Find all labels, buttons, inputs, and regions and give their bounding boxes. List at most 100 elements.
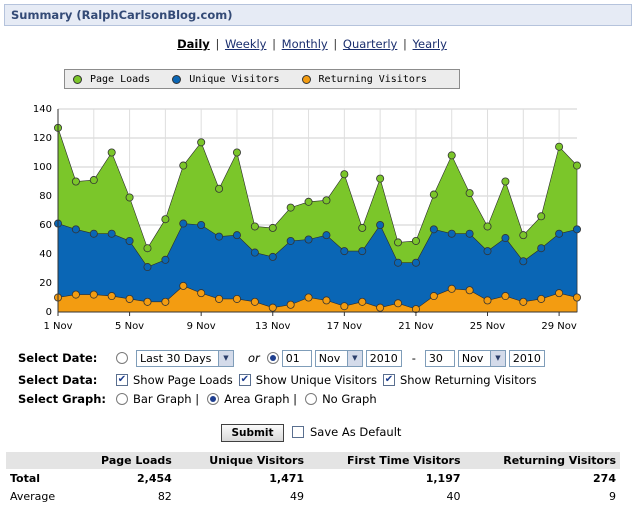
cell-returning-visitors: 274 <box>593 471 616 485</box>
x-tick-label: 29 Nov <box>541 321 577 332</box>
select-graph-row: Select Graph: Bar Graph | Area Graph | N… <box>18 390 385 408</box>
show-page-loads-checkbox[interactable]: ✔ <box>116 374 128 386</box>
data-point <box>71 225 80 234</box>
data-point <box>429 292 438 301</box>
show-returning-visitors-checkbox[interactable]: ✔ <box>382 374 395 386</box>
custom-date-radio[interactable] <box>266 352 279 364</box>
cell-first-time-visitors: 40 <box>446 489 461 503</box>
data-point <box>89 290 98 299</box>
legend-item-page-loads: Page Loads <box>73 74 150 85</box>
data-point <box>125 294 134 303</box>
to-month-value: Nov <box>461 351 484 365</box>
to-year-input[interactable]: 2010 <box>508 349 545 367</box>
select-date-label: Select Date: <box>18 351 98 365</box>
data-point <box>322 231 331 240</box>
data-point <box>125 193 134 202</box>
y-tick-label: 60 <box>39 220 52 231</box>
data-point <box>501 177 510 186</box>
legend-label: Returning Visitors <box>318 73 427 85</box>
data-point <box>304 197 313 206</box>
data-point <box>286 203 295 212</box>
bar-graph-radio[interactable] <box>116 393 128 405</box>
legend-dot-icon <box>73 74 82 84</box>
x-tick-label: 13 Nov <box>255 321 291 332</box>
save-as-default-checkbox[interactable] <box>292 426 304 438</box>
data-point <box>215 294 224 303</box>
data-point <box>107 292 116 301</box>
cell-unique-visitors: 49 <box>290 489 305 503</box>
cell-returning-visitors: 9 <box>609 489 616 503</box>
data-point <box>322 196 331 205</box>
column-header <box>6 452 75 469</box>
y-tick-label: 0 <box>46 307 52 318</box>
separator: | <box>215 37 220 51</box>
show-page-loads-label: Show Page Loads <box>133 373 233 387</box>
data-point <box>447 151 456 160</box>
data-point <box>376 221 385 230</box>
data-point <box>376 303 385 312</box>
legend-item-unique-visitors: Unique Visitors <box>172 73 280 85</box>
data-point <box>268 303 277 312</box>
data-point <box>71 177 80 186</box>
no-graph-radio[interactable] <box>305 393 318 405</box>
select-data-label: Select Data: <box>18 373 98 387</box>
period-monthly-link[interactable]: Monthly <box>281 37 328 51</box>
to-day-input[interactable]: 30 <box>424 349 455 367</box>
submit-button[interactable]: Submit <box>221 424 284 442</box>
column-header: Unique Visitors <box>175 452 309 469</box>
range-radio[interactable] <box>116 352 128 364</box>
period-nav: Daily | Weekly | Monthly | Quarterly | Y… <box>0 37 624 51</box>
period-weekly-link[interactable]: Weekly <box>224 37 267 51</box>
save-as-default-label: Save As Default <box>310 425 402 439</box>
legend-dot-icon <box>172 74 182 84</box>
from-year-input[interactable]: 2010 <box>365 349 402 367</box>
stats-header-row: Page Loads Unique Visitors First Time Vi… <box>6 452 620 469</box>
data-point <box>286 300 295 309</box>
data-point <box>232 148 241 157</box>
range-select[interactable]: Last 30 Days ▼ <box>136 349 234 367</box>
legend-label: Unique Visitors <box>189 73 280 85</box>
range-select-value: Last 30 Days <box>140 351 212 365</box>
data-point <box>322 296 331 305</box>
or-text: or <box>248 351 260 365</box>
data-point <box>232 294 241 303</box>
area-graph-radio[interactable] <box>207 393 220 405</box>
data-point <box>179 161 188 170</box>
data-point <box>429 225 438 234</box>
data-point <box>483 296 492 305</box>
show-unique-visitors-checkbox[interactable]: ✔ <box>238 374 251 386</box>
period-quarterly-link[interactable]: Quarterly <box>342 37 398 51</box>
area-graph-label: Area Graph | <box>224 392 298 406</box>
period-daily-link[interactable]: Daily <box>177 37 210 51</box>
show-returning-visitors-label: Show Returning Visitors <box>399 373 537 387</box>
bar-graph-label: Bar Graph | <box>133 392 200 406</box>
from-day-input[interactable]: 01 <box>281 349 312 367</box>
x-tick-label: 25 Nov <box>470 321 506 332</box>
data-point <box>429 190 438 199</box>
data-point <box>519 297 528 306</box>
separator: | <box>333 37 338 51</box>
data-point <box>197 289 206 298</box>
data-point <box>268 223 277 232</box>
data-point <box>411 236 420 245</box>
data-point <box>215 184 224 193</box>
data-point <box>465 229 474 238</box>
data-point <box>519 257 528 266</box>
data-point <box>215 232 224 241</box>
data-point <box>501 234 510 243</box>
data-point <box>161 215 170 224</box>
to-month-select[interactable]: Nov ▼ <box>457 349 506 367</box>
from-month-select[interactable]: Nov ▼ <box>314 349 363 367</box>
x-tick-label: 9 Nov <box>187 321 216 332</box>
data-point <box>555 229 564 238</box>
data-point <box>465 189 474 198</box>
visitors-area-chart: 0 20 40 60 80 100 120 140 1 Nov 5 Nov 9 Nov 13 Nov 1… <box>33 104 582 332</box>
period-yearly-link[interactable]: Yearly <box>412 37 447 51</box>
select-data-row: Select Data: ✔ Show Page Loads ✔ Show Un… <box>18 371 542 389</box>
save-as-default: Save As Default <box>292 425 401 439</box>
data-point <box>250 297 259 306</box>
data-point <box>143 263 152 272</box>
data-point <box>340 170 349 179</box>
data-point <box>483 247 492 256</box>
legend-dot-icon <box>301 74 311 84</box>
